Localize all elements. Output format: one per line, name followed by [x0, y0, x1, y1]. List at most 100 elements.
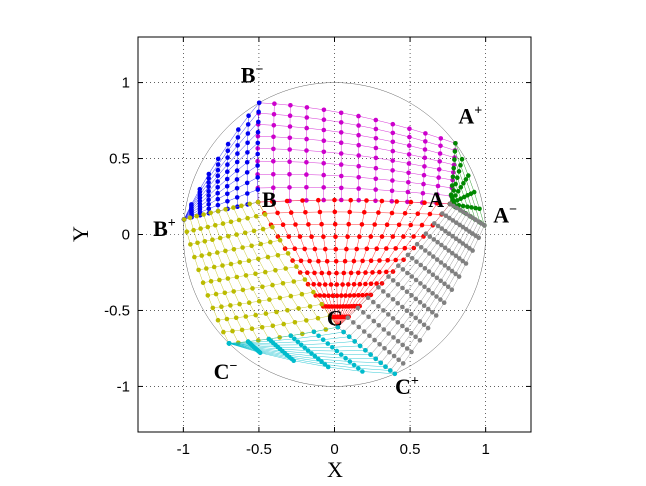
data-point	[357, 234, 362, 239]
data-point	[446, 266, 451, 271]
data-point	[419, 222, 425, 228]
data-point	[316, 197, 321, 203]
data-point	[225, 169, 230, 174]
data-point	[255, 199, 261, 205]
data-point	[246, 258, 252, 264]
data-point	[409, 331, 414, 336]
y-tick-label: -0.5	[104, 302, 130, 319]
data-point	[383, 364, 388, 370]
data-point	[450, 174, 456, 180]
data-point	[231, 205, 236, 210]
vertex-label-A+: A+	[458, 104, 482, 129]
data-point	[263, 311, 269, 316]
data-point	[215, 162, 221, 167]
data-point	[271, 112, 277, 117]
data-point	[469, 205, 474, 210]
vertex-label-C: C	[327, 306, 343, 331]
data-point	[341, 270, 347, 276]
data-point	[206, 197, 211, 203]
data-point	[376, 285, 381, 290]
data-point	[422, 284, 427, 290]
mesh-line	[455, 143, 485, 226]
data-point	[215, 156, 221, 162]
data-point	[438, 136, 444, 141]
vertex-label-B: B	[262, 187, 277, 212]
data-point	[405, 270, 410, 276]
data-point	[460, 241, 466, 246]
data-point	[330, 293, 336, 299]
data-point	[368, 281, 374, 287]
mesh-line	[229, 343, 361, 348]
data-point	[284, 198, 290, 204]
data-point	[450, 233, 455, 239]
data-point	[443, 213, 449, 219]
data-point	[255, 256, 261, 262]
data-point	[321, 127, 327, 133]
data-point	[427, 251, 432, 256]
data-point	[292, 336, 297, 342]
sphere-outline	[183, 82, 486, 387]
data-point	[463, 243, 469, 249]
data-point	[256, 298, 262, 304]
data-point	[221, 329, 226, 335]
data-point	[457, 256, 462, 261]
x-tick-label: -0.5	[246, 441, 272, 458]
data-point	[442, 281, 447, 287]
data-point	[253, 312, 258, 318]
data-point	[430, 310, 435, 315]
data-point	[390, 121, 396, 127]
data-point	[365, 295, 371, 301]
data-point	[325, 341, 331, 346]
data-point	[463, 177, 469, 182]
data-point	[409, 255, 415, 261]
data-point	[287, 124, 293, 129]
data-point	[366, 314, 371, 320]
data-point	[423, 139, 428, 144]
data-point	[326, 270, 332, 276]
data-point	[262, 212, 268, 217]
data-point	[437, 159, 443, 164]
data-point	[234, 195, 240, 200]
data-point	[421, 303, 427, 309]
data-point	[390, 316, 396, 321]
data-point	[306, 222, 311, 227]
data-point	[413, 296, 419, 302]
data-point	[304, 136, 309, 142]
data-point	[382, 346, 387, 351]
data-point	[348, 270, 354, 276]
data-point	[230, 328, 235, 334]
data-point	[259, 325, 265, 330]
data-point	[359, 222, 365, 227]
data-point	[339, 173, 344, 179]
mesh-line	[229, 343, 391, 371]
data-point	[345, 315, 351, 321]
data-point	[376, 304, 381, 309]
y-tick-label: 0	[122, 227, 130, 244]
data-point	[334, 282, 340, 287]
data-point	[321, 161, 327, 166]
data-point	[409, 274, 415, 279]
data-point	[304, 185, 309, 190]
data-point	[287, 172, 292, 177]
data-point	[442, 245, 448, 251]
data-point	[327, 313, 333, 319]
y-axis-label: Y	[68, 226, 93, 242]
data-point	[389, 188, 395, 194]
data-point	[281, 321, 287, 327]
data-point	[267, 297, 272, 302]
data-point	[356, 186, 362, 191]
data-point	[234, 274, 240, 280]
data-point	[373, 176, 379, 182]
data-point	[237, 260, 243, 265]
data-point	[270, 224, 275, 230]
x-axis-label: X	[327, 457, 343, 482]
data-point	[445, 284, 451, 290]
data-point	[288, 210, 294, 215]
data-point	[255, 151, 260, 157]
data-point	[373, 187, 379, 192]
data-point	[422, 200, 427, 205]
data-point	[390, 278, 396, 283]
data-point	[408, 222, 414, 228]
data-point	[351, 362, 357, 368]
data-point	[235, 143, 240, 148]
